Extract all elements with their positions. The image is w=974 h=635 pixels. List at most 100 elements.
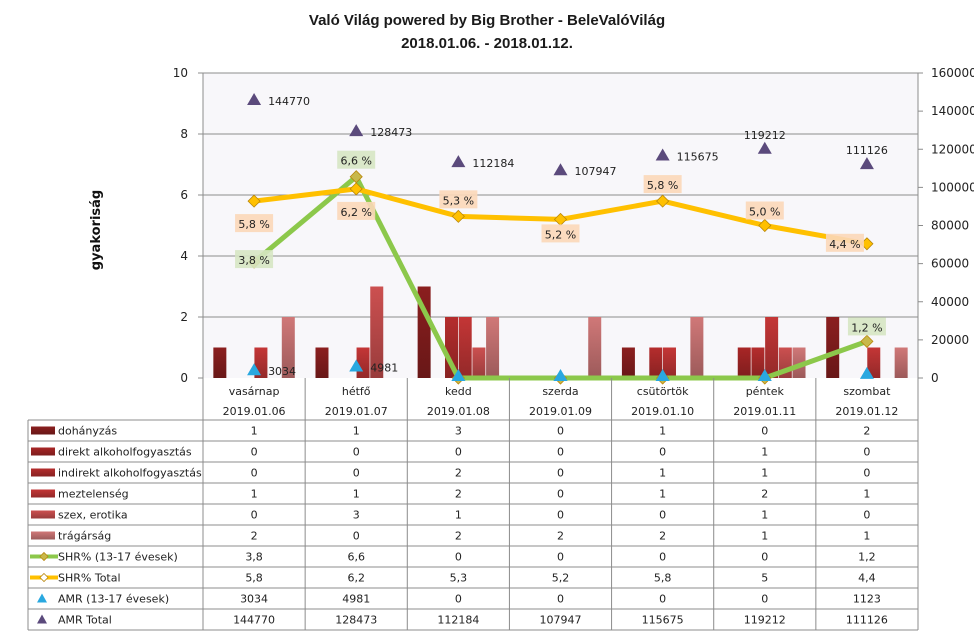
legend-label: meztelenség	[58, 488, 129, 501]
table-cell: 2	[455, 530, 462, 543]
triangle-marker	[859, 366, 874, 379]
table-cell: 1	[659, 488, 666, 501]
data-label-bg	[337, 150, 376, 169]
bar-meztelens-g	[356, 347, 370, 378]
table-cell: 0	[659, 551, 666, 564]
category-label: péntek	[746, 385, 785, 398]
table-cell: 1	[659, 425, 666, 438]
data-label-bg	[235, 250, 274, 269]
legend-label: AMR (13-17 évesek)	[58, 593, 169, 606]
table-cell: 4,4	[858, 572, 876, 585]
table-cell: 4981	[342, 593, 370, 606]
table-cell: 0	[761, 551, 768, 564]
table-cell: 0	[557, 509, 564, 522]
data-label: 5,8 %	[238, 218, 269, 231]
table-cell: 5,2	[552, 572, 570, 585]
triangle-marker	[655, 369, 670, 381]
data-label: 6,2 %	[340, 206, 371, 219]
data-label: 4981	[370, 362, 398, 375]
table-cell: 0	[455, 446, 462, 459]
category-date: 2019.01.10	[631, 405, 694, 418]
legend-swatch	[31, 531, 55, 540]
category-label: kedd	[445, 385, 472, 398]
category-date: 2019.01.08	[427, 405, 490, 418]
table-cell: 3	[353, 509, 360, 522]
category-date: 2019.01.07	[325, 405, 388, 418]
y2-tick-label: 100000	[931, 180, 974, 194]
legend-swatch	[31, 468, 55, 477]
data-label: 1,2 %	[851, 321, 882, 334]
table-cell: 0	[251, 467, 258, 480]
triangle-marker	[247, 363, 262, 376]
bar-direkt-alkoholfogyaszt-s	[737, 347, 751, 378]
table-cell: 1,2	[858, 551, 876, 564]
table-cell: 144770	[233, 614, 275, 627]
table-cell: 5,8	[654, 572, 672, 585]
triangle-marker	[553, 369, 568, 381]
legend-marker	[39, 572, 49, 583]
bar-meztelens-g	[765, 317, 779, 378]
data-label: 5,0 %	[749, 206, 780, 219]
legend-swatch	[31, 426, 55, 435]
table-cell: 0	[761, 425, 768, 438]
triangle-marker	[451, 369, 466, 381]
y-tick-label: 2	[180, 310, 188, 324]
table-cell: 0	[557, 446, 564, 459]
data-label: 144770	[268, 95, 310, 108]
line-marker	[656, 194, 670, 208]
data-label: 5,2 %	[545, 228, 576, 241]
line-marker	[451, 209, 465, 223]
table-cell: 0	[353, 530, 360, 543]
table-cell: 1	[251, 425, 258, 438]
table-cell: 2	[659, 530, 666, 543]
table-cell: 0	[659, 446, 666, 459]
y2-tick-label: 120000	[931, 142, 974, 156]
triangle-marker	[451, 155, 466, 168]
table-cell: 2	[557, 530, 564, 543]
y-tick-label: 8	[180, 127, 188, 141]
triangle-marker	[655, 148, 670, 161]
table-cell: 2	[761, 488, 768, 501]
table-cell: 6,2	[347, 572, 365, 585]
triangle-marker	[349, 124, 364, 137]
triangle-marker	[859, 157, 874, 170]
table-cell: 2	[251, 530, 258, 543]
bar-tr-g-rs-g	[588, 317, 602, 378]
data-label-bg	[337, 201, 376, 220]
y2-tick-label: 60000	[931, 257, 969, 271]
table-cell: 115675	[642, 614, 684, 627]
table-cell: 3	[455, 425, 462, 438]
bar-tr-g-rs-g	[486, 317, 500, 378]
legend-label: SHR% (13-17 évesek)	[58, 551, 178, 564]
table-cell: 3034	[240, 593, 268, 606]
data-label-bg	[541, 224, 580, 243]
table-cell: 112184	[437, 614, 479, 627]
legend-label: indirekt alkoholfogyasztás	[58, 467, 202, 480]
table-cell: 0	[353, 446, 360, 459]
line-marker	[349, 182, 363, 196]
bar-doh-nyz-s	[621, 347, 635, 378]
category-date: 2019.01.06	[223, 405, 286, 418]
table-cell: 2	[455, 488, 462, 501]
table-cell: 0	[863, 509, 870, 522]
table-cell: 0	[353, 467, 360, 480]
data-label-bg	[745, 201, 784, 220]
category-label: csütörtök	[637, 385, 689, 398]
line-marker	[758, 218, 772, 233]
data-label: 112184	[472, 157, 514, 170]
data-label-bg	[825, 233, 864, 252]
bar-doh-nyz-s	[213, 347, 227, 378]
legend-swatch	[31, 510, 55, 519]
chart-title: Való Világ powered by Big Brother - Bele…	[308, 12, 666, 29]
bar-meztelens-g	[867, 347, 881, 378]
table-cell: 1123	[853, 593, 881, 606]
legend-swatch	[31, 447, 55, 456]
table-cell: 1	[455, 509, 462, 522]
bar-doh-nyz-s	[826, 317, 840, 378]
triangle-marker	[247, 93, 262, 106]
legend-swatch	[31, 489, 55, 498]
y2-tick-label: 140000	[931, 104, 974, 118]
bar-tr-g-rs-g	[281, 317, 295, 378]
bar-meztelens-g	[458, 317, 472, 378]
